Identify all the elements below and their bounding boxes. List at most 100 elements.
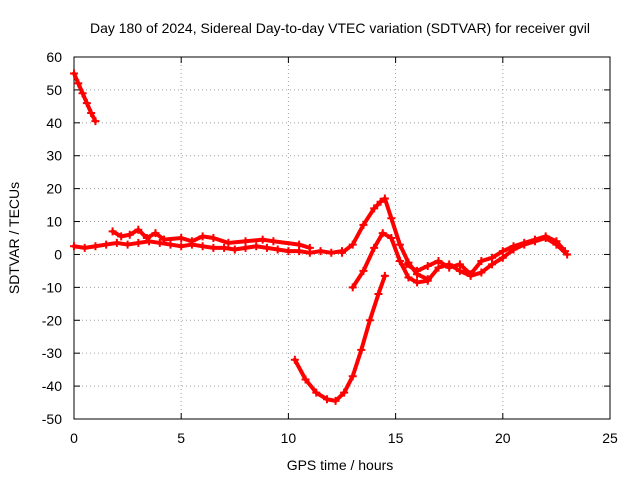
y-tick-label: 0 [54, 246, 62, 262]
data-point [331, 396, 340, 405]
data-point [509, 242, 518, 251]
data-point [434, 257, 443, 266]
data-point [112, 238, 121, 247]
series-line [72, 71, 98, 124]
series-dip [290, 271, 389, 405]
data-point [395, 240, 404, 249]
data-point [348, 372, 357, 381]
tick-layer [73, 56, 611, 420]
series-line [292, 273, 387, 403]
data-point [269, 237, 278, 246]
data-point [78, 89, 87, 98]
data-point [166, 240, 175, 249]
data-point [160, 235, 169, 244]
data-point [224, 238, 233, 247]
data-point [91, 117, 100, 126]
data-point [520, 238, 529, 247]
data-point [338, 248, 346, 257]
data-point [91, 242, 100, 251]
y-tick-label: -50 [42, 411, 62, 427]
x-tick-label: 20 [495, 430, 511, 446]
y-tick-label: 20 [46, 181, 62, 197]
x-tick-label: 5 [177, 430, 185, 446]
data-point [498, 247, 507, 256]
chart-title: Day 180 of 2024, Sidereal Day-to-day VTE… [90, 20, 590, 36]
data-point [387, 214, 396, 223]
y-tick-label: 50 [46, 82, 62, 98]
data-point [125, 230, 134, 239]
data-point [241, 237, 250, 246]
data-point [466, 270, 475, 279]
series-line [404, 234, 567, 277]
x-tick-label: 0 [70, 430, 78, 446]
data-point [560, 247, 569, 256]
y-tick-label: 30 [46, 148, 62, 164]
plot-frame [73, 56, 611, 420]
data-point [552, 237, 561, 246]
data-point [258, 235, 267, 244]
data-point [102, 240, 111, 249]
data-point [327, 248, 336, 257]
data-point [155, 238, 164, 247]
x-tick-label: 25 [602, 430, 618, 446]
x-axis-label: GPS time / hours [287, 457, 394, 473]
data-point [359, 220, 368, 229]
data-point [74, 79, 83, 88]
data-point [187, 237, 196, 246]
data-point [348, 283, 357, 292]
data-point [322, 395, 331, 404]
data-point [530, 235, 539, 244]
data-point [198, 232, 207, 241]
data-point [402, 260, 411, 269]
x-tick-label: 15 [388, 430, 404, 446]
data-point [357, 345, 366, 354]
data-point [477, 257, 486, 266]
data-point [70, 69, 78, 78]
y-tick-label: -10 [42, 279, 62, 295]
data-point [108, 227, 117, 236]
data-point [284, 247, 293, 256]
series-baseline-spread [108, 225, 314, 252]
series-late-scatter [402, 232, 569, 279]
data-point [220, 243, 229, 252]
data-point [359, 266, 368, 275]
data-point [423, 276, 432, 285]
data-point [380, 271, 389, 280]
data-point [413, 278, 422, 287]
data-point [209, 234, 218, 242]
data-point [370, 243, 379, 252]
data-point [123, 240, 132, 249]
data-point [340, 388, 349, 397]
y-tick-label: 40 [46, 115, 62, 131]
data-point [230, 245, 239, 254]
y-axis-label: SDTVAR / TECUs [6, 182, 22, 294]
data-layer [70, 69, 572, 405]
data-point [290, 355, 299, 364]
y-tick-label: 10 [46, 214, 62, 230]
data-point [380, 194, 389, 203]
data-point [209, 243, 218, 252]
data-point [117, 232, 126, 241]
data-point [80, 243, 89, 252]
data-point [316, 247, 325, 256]
x-tick-label: 10 [281, 430, 297, 446]
data-point [378, 229, 387, 238]
series-early-decay [70, 69, 100, 126]
data-point [404, 273, 413, 282]
data-point [387, 234, 396, 242]
series-line [340, 196, 430, 282]
data-point [365, 316, 374, 325]
data-point [541, 232, 550, 241]
data-point [87, 108, 96, 117]
y-tick-label: -20 [42, 312, 62, 328]
grid-layer [74, 57, 610, 419]
y-tick-labels: -50 -40 -30 -20 -10 0 10 20 30 40 50 60 [42, 49, 62, 427]
data-point [413, 266, 422, 275]
data-point [134, 238, 143, 247]
data-point [252, 242, 261, 251]
data-point [374, 289, 383, 298]
data-point [295, 240, 304, 249]
data-point [370, 204, 379, 213]
data-point [312, 388, 321, 397]
